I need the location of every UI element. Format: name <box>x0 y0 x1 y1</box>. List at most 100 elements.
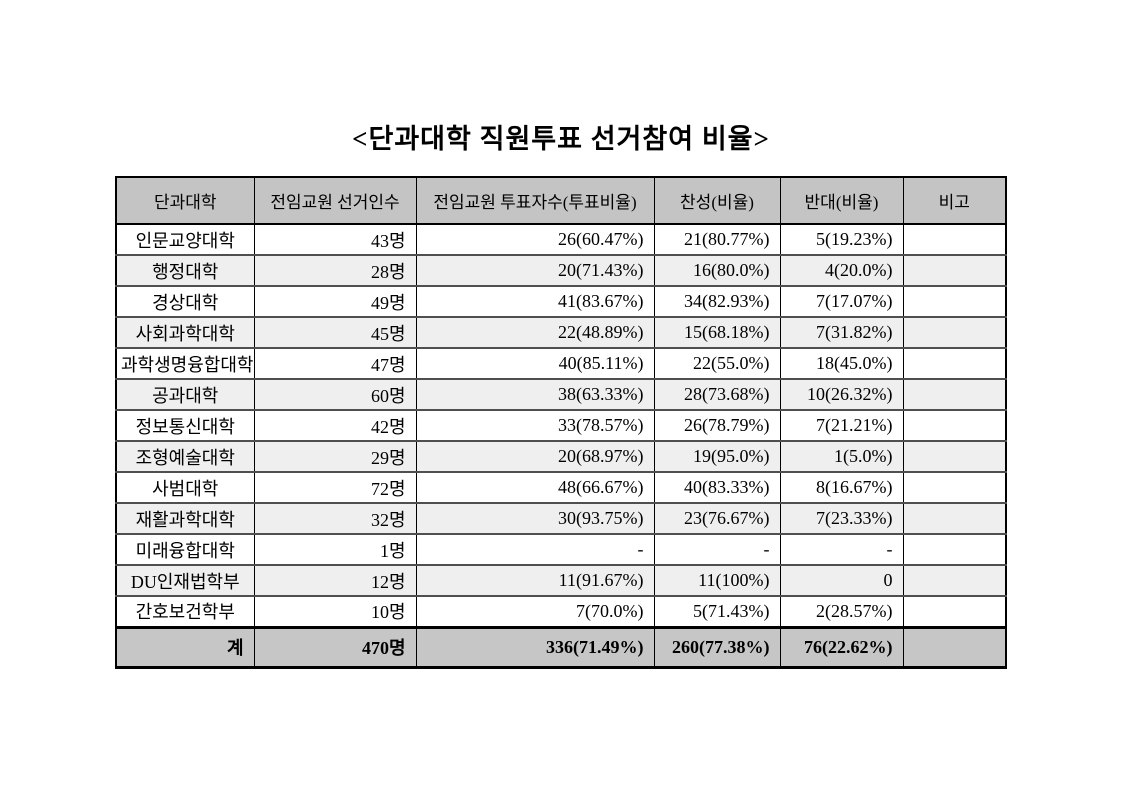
agree-cell: 5(71.43%) <box>653 595 781 627</box>
oppose-cell: 7(23.33%) <box>779 502 904 534</box>
electorate-cell: 60명 <box>253 378 417 410</box>
total-voters: 336(71.49%) <box>415 625 655 667</box>
table-row: 공과대학 60명 38(63.33%) 28(73.68%) 10(26.32%) <box>115 378 1007 410</box>
document-title: <단과대학 직원투표 선거참여 비율> <box>352 124 770 154</box>
agree-cell: 23(76.67%) <box>653 502 781 534</box>
remarks-cell <box>902 254 1007 286</box>
remarks-cell <box>902 502 1007 534</box>
oppose-cell: 7(21.21%) <box>779 409 904 441</box>
agree-cell: - <box>653 533 781 565</box>
table-row: 행정대학 28명 20(71.43%) 16(80.0%) 4(20.0%) <box>115 254 1007 286</box>
oppose-cell: - <box>779 533 904 565</box>
header-college: 단과대학 <box>115 177 255 225</box>
electorate-cell: 28명 <box>253 254 417 286</box>
electorate-cell: 49명 <box>253 285 417 317</box>
college-cell: 간호보건학부 <box>115 595 255 627</box>
voters-cell: 7(70.0%) <box>415 595 655 627</box>
agree-cell: 22(55.0%) <box>653 347 781 379</box>
remarks-cell <box>902 409 1007 441</box>
remarks-cell <box>902 378 1007 410</box>
oppose-cell: 2(28.57%) <box>779 595 904 627</box>
voters-cell: - <box>415 533 655 565</box>
table-row: 인문교양대학 43명 26(60.47%) 21(80.77%) 5(19.23%) <box>115 224 1007 255</box>
vote-participation-table: 단과대학 전임교원 선거인수 전임교원 투표자수(투표비율) 찬성(비율) 반대… <box>115 176 1007 669</box>
remarks-cell <box>902 595 1007 627</box>
agree-cell: 11(100%) <box>653 564 781 596</box>
header-agree: 찬성(비율) <box>653 177 781 225</box>
agree-cell: 40(83.33%) <box>653 471 781 503</box>
voters-cell: 26(60.47%) <box>415 224 655 255</box>
voters-cell: 40(85.11%) <box>415 347 655 379</box>
remarks-cell <box>902 564 1007 596</box>
table-row: 미래융합대학 1명 - - - <box>115 533 1007 565</box>
remarks-cell <box>902 471 1007 503</box>
table-footer: 계 470명 336(71.49%) 260(77.38%) 76(22.62%… <box>115 625 1007 667</box>
college-cell: 공과대학 <box>115 378 255 410</box>
agree-cell: 34(82.93%) <box>653 285 781 317</box>
college-cell: 사회과학대학 <box>115 316 255 348</box>
college-cell: 과학생명융합대학 <box>115 347 255 379</box>
oppose-cell: 7(17.07%) <box>779 285 904 317</box>
agree-cell: 15(68.18%) <box>653 316 781 348</box>
oppose-cell: 8(16.67%) <box>779 471 904 503</box>
total-row: 계 470명 336(71.49%) 260(77.38%) 76(22.62%… <box>115 625 1007 667</box>
header-remarks: 비고 <box>902 177 1007 225</box>
college-cell: 정보통신대학 <box>115 409 255 441</box>
table-row: 정보통신대학 42명 33(78.57%) 26(78.79%) 7(21.21%) <box>115 409 1007 441</box>
electorate-cell: 43명 <box>253 224 417 255</box>
voters-cell: 33(78.57%) <box>415 409 655 441</box>
remarks-cell <box>902 440 1007 472</box>
oppose-cell: 0 <box>779 564 904 596</box>
table-row: DU인재법학부 12명 11(91.67%) 11(100%) 0 <box>115 564 1007 596</box>
electorate-cell: 32명 <box>253 502 417 534</box>
college-cell: 행정대학 <box>115 254 255 286</box>
table-row: 경상대학 49명 41(83.67%) 34(82.93%) 7(17.07%) <box>115 285 1007 317</box>
voters-cell: 38(63.33%) <box>415 378 655 410</box>
table-row: 간호보건학부 10명 7(70.0%) 5(71.43%) 2(28.57%) <box>115 595 1007 627</box>
electorate-cell: 29명 <box>253 440 417 472</box>
voters-cell: 22(48.89%) <box>415 316 655 348</box>
electorate-cell: 1명 <box>253 533 417 565</box>
table-row: 조형예술대학 29명 20(68.97%) 19(95.0%) 1(5.0%) <box>115 440 1007 472</box>
agree-cell: 28(73.68%) <box>653 378 781 410</box>
agree-cell: 16(80.0%) <box>653 254 781 286</box>
voters-cell: 48(66.67%) <box>415 471 655 503</box>
voters-cell: 20(71.43%) <box>415 254 655 286</box>
table-row: 사회과학대학 45명 22(48.89%) 15(68.18%) 7(31.82%) <box>115 316 1007 348</box>
header-oppose: 반대(비율) <box>779 177 904 225</box>
total-electorate: 470명 <box>253 625 417 667</box>
oppose-cell: 5(19.23%) <box>779 224 904 255</box>
total-remarks <box>902 625 1007 667</box>
voters-cell: 41(83.67%) <box>415 285 655 317</box>
remarks-cell <box>902 224 1007 255</box>
remarks-cell <box>902 285 1007 317</box>
college-cell: 인문교양대학 <box>115 224 255 255</box>
college-cell: DU인재법학부 <box>115 564 255 596</box>
agree-cell: 26(78.79%) <box>653 409 781 441</box>
total-label: 계 <box>115 625 255 667</box>
oppose-cell: 4(20.0%) <box>779 254 904 286</box>
voters-cell: 20(68.97%) <box>415 440 655 472</box>
electorate-cell: 10명 <box>253 595 417 627</box>
oppose-cell: 7(31.82%) <box>779 316 904 348</box>
college-cell: 재활과학대학 <box>115 502 255 534</box>
table-row: 사범대학 72명 48(66.67%) 40(83.33%) 8(16.67%) <box>115 471 1007 503</box>
voters-cell: 30(93.75%) <box>415 502 655 534</box>
table-row: 재활과학대학 32명 30(93.75%) 23(76.67%) 7(23.33%) <box>115 502 1007 534</box>
remarks-cell <box>902 316 1007 348</box>
college-cell: 사범대학 <box>115 471 255 503</box>
college-cell: 경상대학 <box>115 285 255 317</box>
voters-cell: 11(91.67%) <box>415 564 655 596</box>
electorate-cell: 42명 <box>253 409 417 441</box>
electorate-cell: 45명 <box>253 316 417 348</box>
electorate-cell: 72명 <box>253 471 417 503</box>
agree-cell: 19(95.0%) <box>653 440 781 472</box>
header-voters: 전임교원 투표자수(투표비율) <box>415 177 655 225</box>
electorate-cell: 47명 <box>253 347 417 379</box>
electorate-cell: 12명 <box>253 564 417 596</box>
total-agree: 260(77.38%) <box>653 625 781 667</box>
table-header: 단과대학 전임교원 선거인수 전임교원 투표자수(투표비율) 찬성(비율) 반대… <box>115 177 1007 225</box>
college-cell: 조형예술대학 <box>115 440 255 472</box>
header-row: 단과대학 전임교원 선거인수 전임교원 투표자수(투표비율) 찬성(비율) 반대… <box>115 177 1007 225</box>
